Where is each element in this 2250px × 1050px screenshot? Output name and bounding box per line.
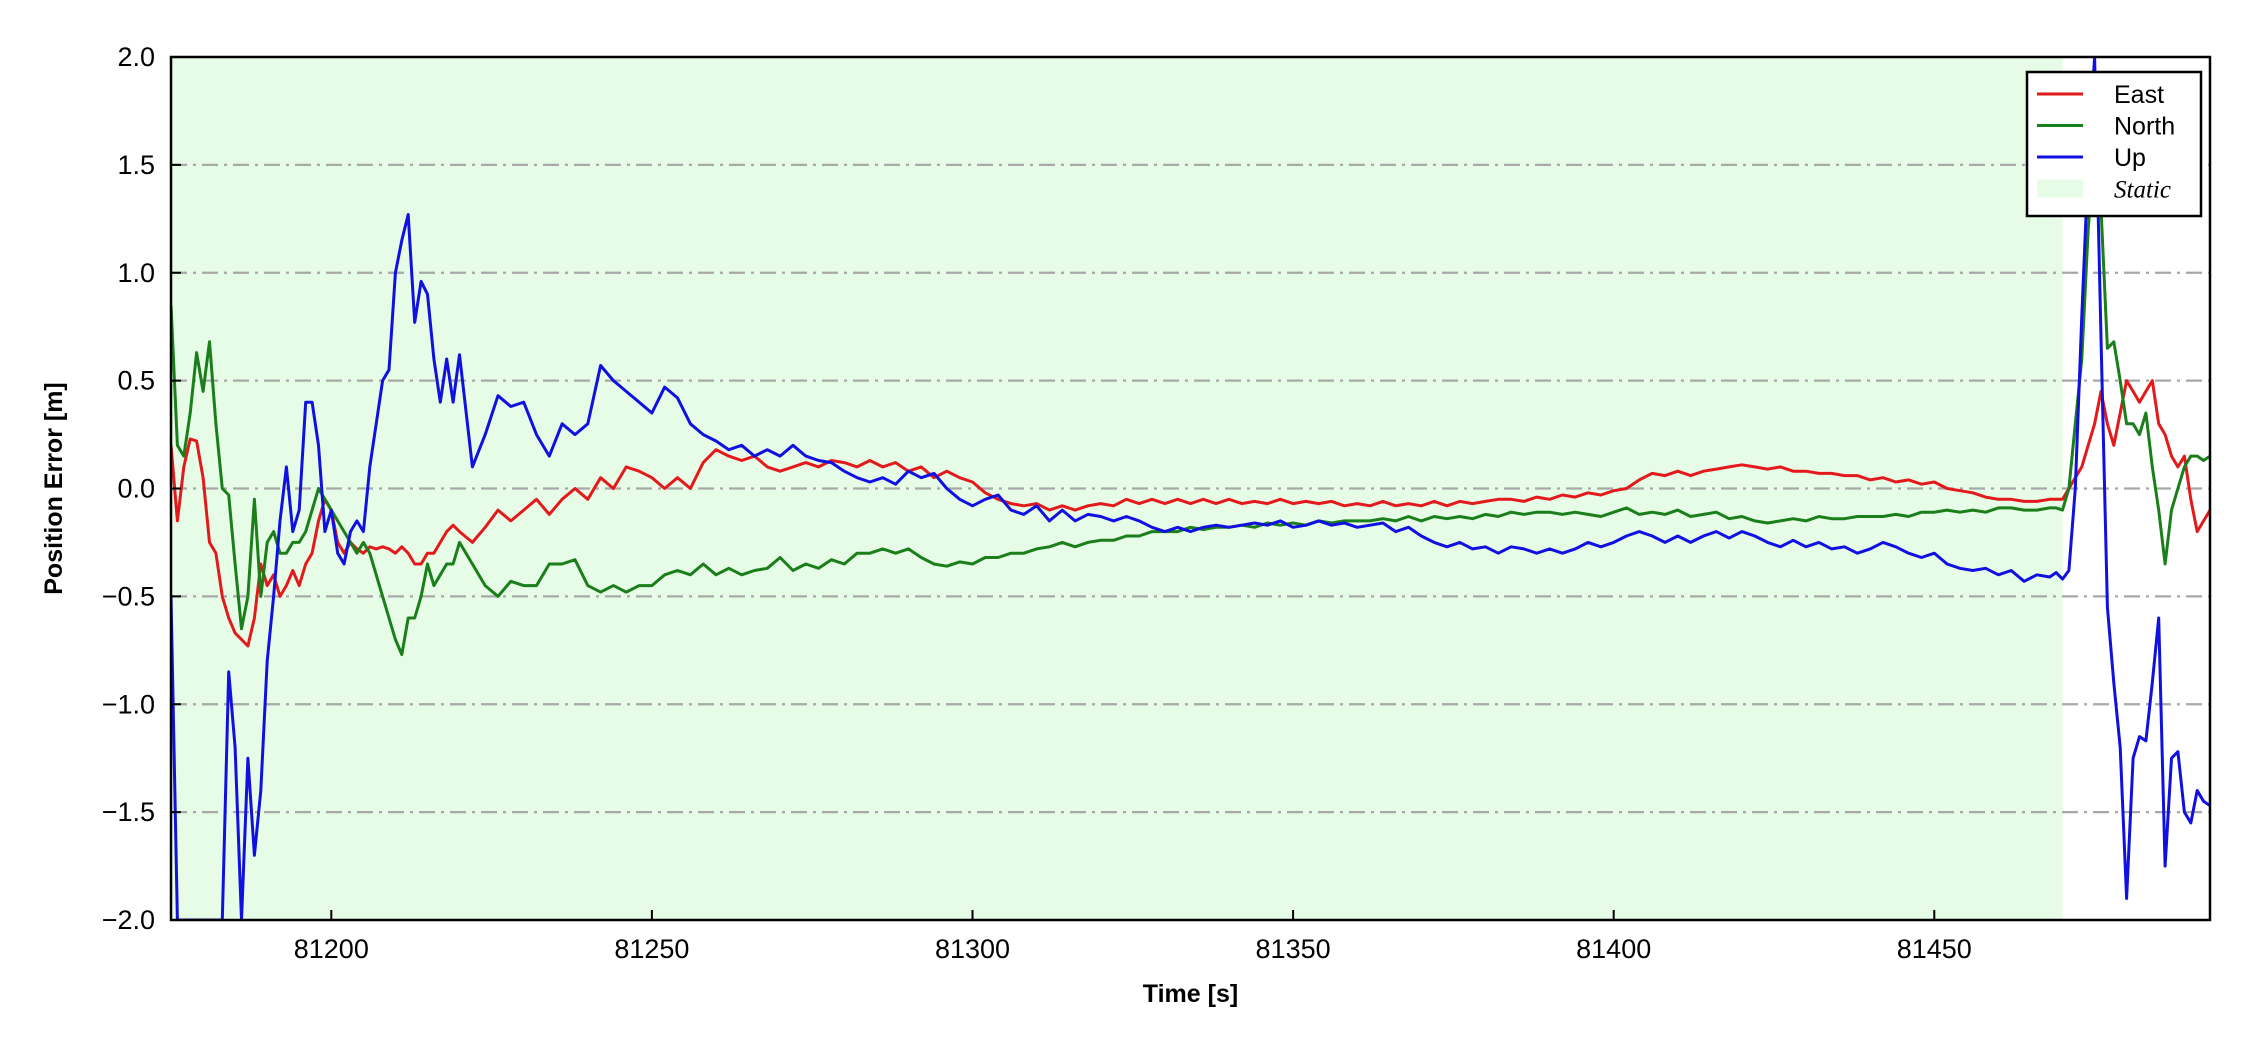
legend-swatch-static — [2037, 179, 2083, 198]
x-tick-label: 81200 — [294, 934, 369, 964]
series-line-up — [171, 57, 2210, 920]
series-lines — [171, 57, 2210, 920]
x-tick-label: 81400 — [1576, 934, 1651, 964]
y-tick-label: 1.5 — [117, 150, 155, 180]
legend: East North Up Static — [2025, 70, 2203, 218]
series-line-north — [171, 141, 2210, 657]
legend-label-north: North — [2114, 113, 2175, 141]
y-tick-label: −0.5 — [102, 581, 155, 611]
y-axis-title: Position Error [m] — [40, 382, 68, 595]
x-tick-label: 81300 — [935, 934, 1010, 964]
x-axis-title: Time [s] — [1143, 980, 1238, 1008]
x-tick-label: 81450 — [1897, 934, 1972, 964]
legend-label-up: Up — [2114, 144, 2146, 172]
y-tick-label: 0.0 — [117, 474, 155, 504]
x-axis-ticks: 81200 81250 81300 81350 81400 81450 — [294, 910, 1972, 964]
y-tick-label: −1.0 — [102, 689, 155, 719]
y-tick-label: 1.0 — [117, 258, 155, 288]
series-line-east — [171, 379, 2210, 648]
y-tick-label: −2.0 — [102, 905, 155, 935]
legend-label-east: East — [2114, 81, 2164, 109]
x-tick-label: 81250 — [614, 934, 689, 964]
legend-label-static: Static — [2114, 177, 2171, 204]
x-tick-label: 81350 — [1256, 934, 1331, 964]
y-axis-ticks: −2.0 −1.5 −1.0 −0.5 0.0 0.5 1.0 1.5 2.0 — [102, 42, 181, 935]
y-tick-label: 0.5 — [117, 366, 155, 396]
y-tick-label: 2.0 — [117, 42, 155, 72]
y-tick-label: −1.5 — [102, 797, 155, 827]
